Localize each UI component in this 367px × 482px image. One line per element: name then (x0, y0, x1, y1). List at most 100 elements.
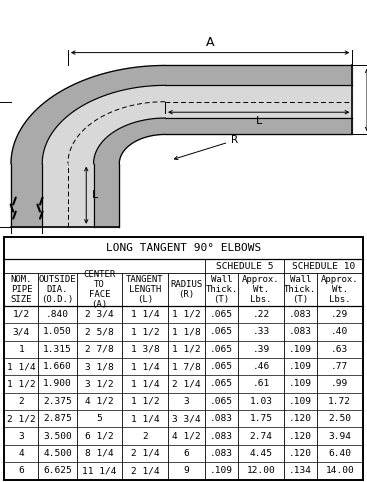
Text: 1 3/8: 1 3/8 (131, 345, 159, 354)
Text: .63: .63 (331, 345, 348, 354)
Bar (4, 410, 363, 428)
Text: 11 1/4: 11 1/4 (82, 466, 117, 475)
Polygon shape (11, 164, 42, 227)
Text: .120: .120 (289, 414, 312, 423)
Bar (4, 323, 363, 340)
Text: .065: .065 (210, 362, 233, 371)
Bar (4, 445, 363, 462)
Text: SCHEDULE 5: SCHEDULE 5 (216, 262, 273, 270)
Text: .065: .065 (210, 310, 233, 319)
Text: .083: .083 (289, 310, 312, 319)
Text: 3.500: 3.500 (43, 431, 72, 441)
Text: .083: .083 (210, 431, 233, 441)
Text: .33: .33 (252, 327, 270, 336)
Text: .109: .109 (289, 397, 312, 406)
Text: .29: .29 (331, 310, 348, 319)
Text: 1 1/4: 1 1/4 (131, 362, 159, 371)
Text: 6 1/2: 6 1/2 (85, 431, 114, 441)
Text: 14.00: 14.00 (326, 466, 354, 475)
Text: .109: .109 (289, 379, 312, 388)
Text: .99: .99 (331, 379, 348, 388)
Text: 3 1/8: 3 1/8 (85, 362, 114, 371)
Text: 2 1/4: 2 1/4 (131, 449, 159, 458)
Text: 12.00: 12.00 (247, 466, 275, 475)
Text: .39: .39 (252, 345, 270, 354)
Polygon shape (165, 118, 352, 134)
Text: L: L (92, 190, 98, 200)
Text: 4 1/2: 4 1/2 (172, 431, 201, 441)
Text: .109: .109 (210, 466, 233, 475)
Text: SCHEDULE 10: SCHEDULE 10 (292, 262, 355, 270)
Text: 3.94: 3.94 (328, 431, 351, 441)
Text: 1.900: 1.900 (43, 379, 72, 388)
Text: 6: 6 (18, 466, 24, 475)
Polygon shape (165, 66, 352, 85)
Polygon shape (94, 118, 165, 164)
Text: .61: .61 (252, 379, 270, 388)
Text: 4.45: 4.45 (250, 449, 273, 458)
Text: 2 1/2: 2 1/2 (7, 414, 36, 423)
Text: A: A (206, 36, 214, 49)
Text: L: L (255, 117, 262, 126)
Text: 5: 5 (97, 414, 102, 423)
Polygon shape (165, 85, 352, 118)
Text: .120: .120 (289, 449, 312, 458)
Text: R: R (174, 135, 238, 160)
Text: 2 1/4: 2 1/4 (172, 379, 201, 388)
Polygon shape (94, 164, 119, 227)
Text: 4 1/2: 4 1/2 (85, 397, 114, 406)
Text: 1 1/4: 1 1/4 (131, 379, 159, 388)
Text: 2 3/4: 2 3/4 (85, 310, 114, 319)
Text: 2 7/8: 2 7/8 (85, 345, 114, 354)
Bar (4, 358, 363, 375)
Polygon shape (11, 66, 165, 164)
Text: 1.050: 1.050 (43, 327, 72, 336)
Text: .120: .120 (289, 431, 312, 441)
Text: OUTSIDE
DIA.
(O.D.): OUTSIDE DIA. (O.D.) (39, 275, 76, 304)
Text: .065: .065 (210, 345, 233, 354)
Text: 2.74: 2.74 (250, 431, 273, 441)
Text: 1 1/2: 1 1/2 (172, 345, 201, 354)
Polygon shape (42, 164, 94, 227)
Text: 3: 3 (184, 397, 189, 406)
Text: .109: .109 (289, 345, 312, 354)
Text: CENTER
TO
FACE
(A): CENTER TO FACE (A) (83, 270, 116, 309)
Bar (4, 340, 363, 358)
Text: 4.500: 4.500 (43, 449, 72, 458)
Text: 4: 4 (18, 449, 24, 458)
Text: RADIUS
(R): RADIUS (R) (170, 280, 203, 299)
Text: 1/2: 1/2 (13, 310, 30, 319)
Text: 1.75: 1.75 (250, 414, 273, 423)
Text: Wall
Thick.
(T): Wall Thick. (T) (284, 275, 316, 304)
Text: .065: .065 (210, 327, 233, 336)
Text: .40: .40 (331, 327, 348, 336)
Text: 2: 2 (142, 431, 148, 441)
Text: 1 1/2: 1 1/2 (131, 397, 159, 406)
Text: .77: .77 (331, 362, 348, 371)
Text: .46: .46 (252, 362, 270, 371)
Text: 3: 3 (18, 431, 24, 441)
Text: 1 1/4: 1 1/4 (7, 362, 36, 371)
Bar (4, 428, 363, 445)
Text: 1 1/8: 1 1/8 (172, 327, 201, 336)
Text: 1 7/8: 1 7/8 (172, 362, 201, 371)
Text: 2 5/8: 2 5/8 (85, 327, 114, 336)
Text: 6.625: 6.625 (43, 466, 72, 475)
Text: 1.72: 1.72 (328, 397, 351, 406)
Text: 2.875: 2.875 (43, 414, 72, 423)
Text: 9: 9 (184, 466, 189, 475)
Text: .22: .22 (252, 310, 270, 319)
Text: 2: 2 (18, 397, 24, 406)
Text: 1: 1 (18, 345, 24, 354)
Text: .065: .065 (210, 397, 233, 406)
Text: 2 1/4: 2 1/4 (131, 466, 159, 475)
Text: 6.40: 6.40 (328, 449, 351, 458)
Text: 2.375: 2.375 (43, 397, 72, 406)
Bar (4, 306, 363, 323)
Text: 3/4: 3/4 (13, 327, 30, 336)
Text: LONG TANGENT 90° ELBOWS: LONG TANGENT 90° ELBOWS (106, 243, 261, 253)
Text: 6: 6 (184, 449, 189, 458)
Text: 1 1/4: 1 1/4 (131, 310, 159, 319)
Bar (4, 393, 363, 410)
Text: .083: .083 (210, 449, 233, 458)
